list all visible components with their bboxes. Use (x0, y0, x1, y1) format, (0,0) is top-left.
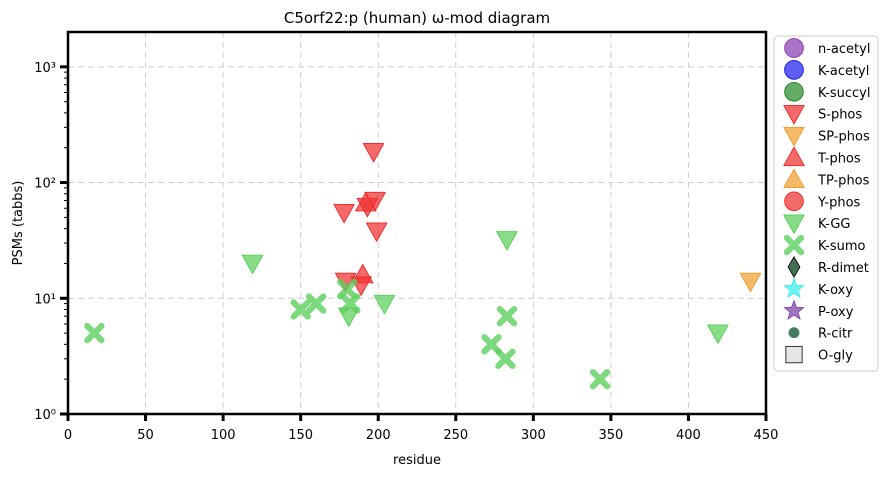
sp-phos-point (739, 272, 762, 293)
legend-sp-phos-marker (783, 126, 805, 147)
k-sumo-point (84, 322, 105, 344)
legend-t-phos-marker (783, 146, 805, 167)
legend-k-gg-label: K-GG (818, 217, 850, 232)
legend-r-dimet-marker (787, 256, 801, 278)
x-tick-label: 400 (676, 428, 701, 443)
legend-k-succyl-marker (784, 81, 804, 102)
legend-k-oxy-label: K-oxy (818, 283, 853, 298)
x-axis-label: residue (393, 453, 441, 468)
legend-k-sumo-label: K-sumo (818, 239, 866, 254)
grid (68, 32, 766, 414)
legend-s-phos-marker (783, 105, 805, 125)
legend-tp-phos-marker (783, 168, 805, 189)
data-points (84, 142, 762, 390)
s-phos-point (362, 142, 385, 163)
x-tick-label: 100 (211, 428, 236, 443)
k-gg-point (707, 324, 729, 344)
x-tick-label: 0 (64, 428, 72, 443)
x-tick-label: 50 (137, 428, 154, 443)
s-phos-point (333, 203, 355, 224)
k-gg-point (241, 254, 264, 275)
k-sumo-point (495, 348, 516, 369)
k-sumo-point (340, 293, 361, 314)
k-gg-point (496, 231, 518, 251)
x-tick-label: 300 (521, 428, 546, 443)
legend-o-gly-label: O-gly (818, 349, 853, 364)
y-tick-label: 10³ (34, 61, 56, 76)
k-sumo-point (589, 368, 611, 390)
k-sumo-point (290, 299, 311, 320)
k-sumo-point (481, 334, 502, 355)
legend-r-dimet-label: R-dimet (818, 261, 869, 276)
plot-frame (66, 30, 768, 416)
x-tick-label: 350 (598, 428, 623, 443)
k-gg-point (373, 294, 396, 315)
legend-p-oxy-marker (783, 299, 805, 320)
s-phos-point (365, 222, 388, 242)
t-phos-point (352, 263, 374, 284)
legend-y-phos-marker (784, 191, 804, 212)
legend-k-gg-marker (783, 214, 805, 234)
k-sumo-point (496, 306, 518, 327)
y-tick-label: 10² (34, 177, 56, 192)
legend-sp-phos-label: SP-phos (818, 130, 870, 145)
legend-p-oxy-label: P-oxy (818, 305, 854, 320)
y-tick-label: 10⁰ (34, 408, 56, 423)
k-sumo-point (305, 293, 327, 314)
legend-k-succyl-label: K-succyl (818, 86, 870, 101)
x-tick-label: 250 (443, 428, 468, 443)
legend-n-acetyl-marker (784, 38, 804, 58)
legend-r-citr-marker (788, 327, 800, 339)
legend: n-acetyl K-acetyl K-succyl S-phos SP-phos T-p… (773, 35, 879, 372)
legend-t-phos-label: T-phos (817, 152, 861, 167)
legend-k-acetyl-marker (784, 60, 804, 80)
legend-n-acetyl-label: n-acetyl (818, 42, 870, 57)
x-axis-ticks: 0 50 100 150 200 250 300 350 400 450 (64, 414, 779, 443)
legend-y-phos-label: Y-phos (817, 195, 861, 210)
legend-s-phos-label: S-phos (818, 108, 862, 123)
legend-tp-phos-label: TP-phos (817, 173, 870, 188)
y-tick-label: 10¹ (34, 292, 56, 307)
x-tick-label: 200 (366, 428, 391, 443)
y-axis-ticks: 10⁰ 10¹ 10² 10³ (34, 61, 68, 423)
chart-title: C5orf22:p (human) ω-mod diagram (284, 9, 550, 27)
x-tick-label: 450 (754, 428, 779, 443)
y-axis-label: PSMs (tabbs) (11, 181, 26, 266)
legend-k-acetyl-label: K-acetyl (818, 64, 869, 79)
t-phos-point (355, 191, 377, 212)
legend-k-oxy-marker (783, 277, 805, 299)
legend-o-gly-marker (785, 345, 803, 364)
x-tick-label: 150 (288, 428, 313, 443)
legend-r-citr-label: R-citr (818, 327, 853, 342)
legend-k-sumo-marker (783, 234, 805, 256)
